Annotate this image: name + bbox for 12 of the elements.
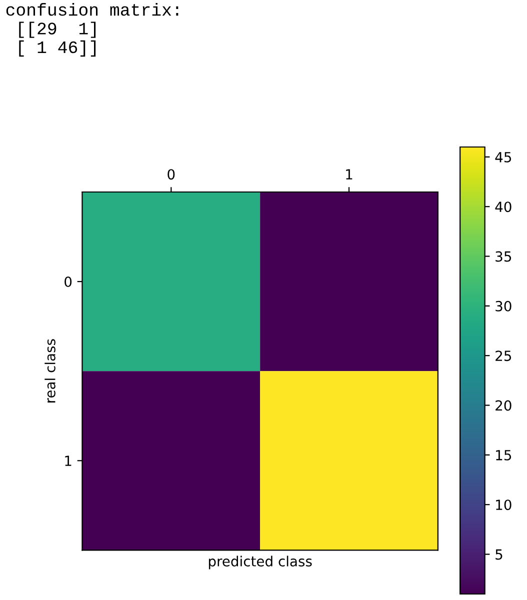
color-bar-label: 15 (496, 450, 512, 460)
color-bar-label: 35 (496, 251, 512, 262)
color-bar-label: 20 (496, 400, 512, 411)
color-bar-label: 45 (495, 152, 512, 162)
color-bar-label: 40 (495, 202, 512, 212)
color-bar-label: 10 (496, 500, 512, 510)
x-axis-title: predicted class (208, 556, 312, 570)
color-bar-label: 25 (496, 350, 512, 362)
color-bar-label: 5 (496, 549, 502, 560)
color-bar-label: 30 (496, 300, 512, 312)
text: confusion matrix: [[29 1] [ 1 46]] (6, 3, 178, 57)
y-axis-title: real class (44, 339, 56, 402)
